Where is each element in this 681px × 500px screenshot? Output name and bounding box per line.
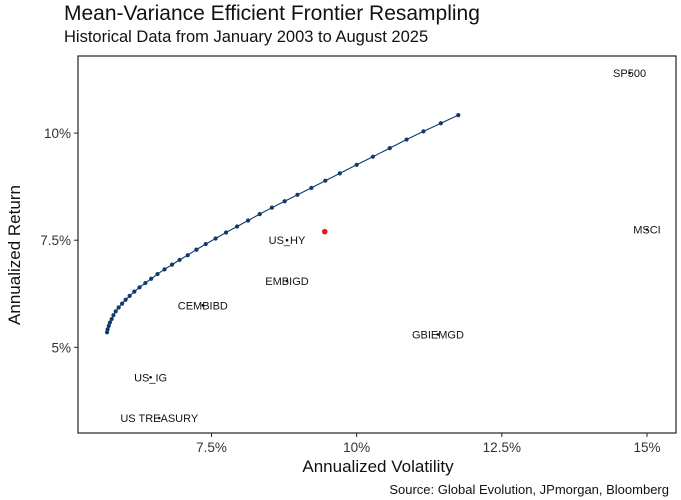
frontier-series bbox=[104, 113, 461, 335]
y-tick-label: 10% bbox=[44, 126, 71, 141]
asset-label: US_HY bbox=[269, 235, 306, 247]
asset-label: CEMBIBD bbox=[178, 300, 228, 312]
frontier-point bbox=[257, 211, 262, 217]
frontier-point bbox=[456, 113, 461, 118]
asset-point bbox=[201, 304, 205, 307]
plot-panel-border bbox=[77, 55, 677, 434]
frontier-point bbox=[203, 241, 208, 247]
frontier-point bbox=[234, 224, 240, 229]
frontier-point bbox=[370, 154, 376, 159]
frontier-point bbox=[295, 192, 300, 197]
y-axis-label: Annualized Return bbox=[5, 185, 24, 325]
frontier-point bbox=[282, 199, 287, 204]
frontier-point bbox=[177, 257, 182, 263]
x-axis-label: Annualized Volatility bbox=[302, 457, 454, 476]
frontier-line bbox=[106, 114, 459, 333]
asset-label: US_IG bbox=[134, 372, 167, 384]
asset-point bbox=[157, 416, 161, 420]
x-tick-label: 10% bbox=[343, 440, 370, 455]
frontier-point bbox=[109, 316, 114, 322]
frontier-point bbox=[127, 293, 132, 299]
y-tick-label: 5% bbox=[51, 340, 71, 355]
frontier-point bbox=[116, 305, 121, 310]
frontier-point bbox=[337, 171, 342, 176]
frontier-point bbox=[143, 280, 148, 286]
asset-point bbox=[285, 238, 289, 242]
x-tick-label: 7.5% bbox=[196, 440, 227, 455]
y-tick-label: 7.5% bbox=[40, 233, 71, 248]
asset-label: EMBIGD bbox=[265, 276, 308, 288]
frontier-point bbox=[106, 323, 111, 328]
asset-points: SP500 MSCI US_HY EMBIGD CEMBIBD GBIEMGD US_IG U… bbox=[120, 68, 660, 425]
frontier-point bbox=[105, 327, 110, 332]
frontier-point bbox=[404, 137, 409, 142]
frontier-point bbox=[169, 262, 175, 267]
frontier-point bbox=[113, 309, 118, 314]
asset-label: MSCI bbox=[633, 225, 661, 237]
asset-point bbox=[149, 376, 152, 379]
asset-point bbox=[628, 71, 631, 75]
frontier-point bbox=[269, 205, 275, 210]
frontier-point bbox=[323, 178, 328, 183]
chart-title: Mean-Variance Efficient Frontier Resampl… bbox=[64, 2, 480, 25]
frontier-point bbox=[111, 313, 116, 318]
frontier-point bbox=[223, 230, 229, 235]
frontier-point bbox=[438, 121, 443, 126]
asset-point bbox=[645, 228, 649, 231]
asset-label: GBIEMGD bbox=[412, 329, 464, 341]
frontier-point bbox=[213, 236, 218, 241]
asset-label: US TREASURY bbox=[120, 413, 199, 425]
frontier-point bbox=[185, 253, 190, 258]
asset-point bbox=[436, 333, 440, 336]
frontier-point bbox=[137, 285, 142, 290]
frontier-point bbox=[107, 320, 113, 325]
asset-point bbox=[285, 279, 289, 283]
highlight-point bbox=[321, 228, 328, 235]
x-tick-label: 12.5% bbox=[483, 440, 521, 455]
asset-label: SP500 bbox=[613, 68, 646, 80]
axes: 7.5% 10% 12.5% 15% 5% 7.5% 10% bbox=[40, 55, 677, 455]
chart-subtitle: Historical Data from January 2003 to Aug… bbox=[64, 28, 429, 46]
frontier-point bbox=[387, 146, 392, 151]
frontier-point bbox=[194, 247, 199, 252]
source-note: Source: Global Evolution, JPmorgan, Bloo… bbox=[389, 482, 669, 497]
frontier-point bbox=[162, 267, 167, 272]
frontier-point bbox=[155, 271, 160, 277]
frontier-point bbox=[120, 301, 125, 306]
frontier-point bbox=[354, 162, 359, 167]
frontier-point bbox=[123, 297, 128, 302]
frontier-point bbox=[246, 218, 251, 223]
frontier-point bbox=[309, 185, 314, 191]
frontier-point bbox=[421, 129, 426, 134]
frontier-point bbox=[149, 276, 154, 281]
x-tick-label: 15% bbox=[633, 440, 660, 455]
frontier-point bbox=[132, 289, 137, 294]
